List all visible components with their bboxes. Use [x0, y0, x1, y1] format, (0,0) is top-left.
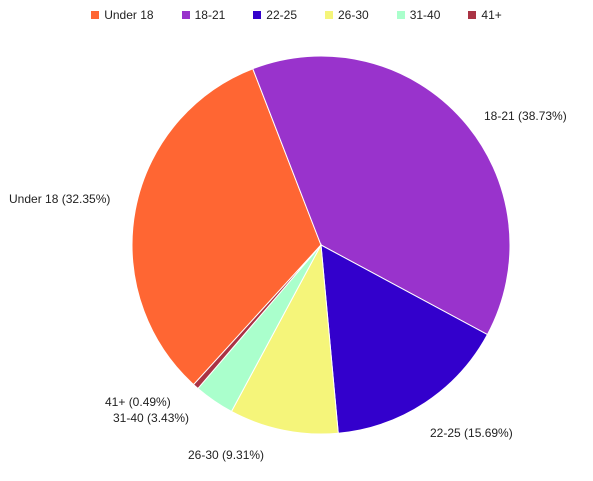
- legend-label: 18-21: [194, 8, 226, 22]
- slice-data-label: 26-30 (9.31%): [188, 448, 264, 462]
- legend-swatch: [468, 11, 477, 19]
- legend-label: 41+: [481, 8, 502, 22]
- pie-slice-26-30[interactable]: [230, 243, 339, 435]
- pie-slice-22-25[interactable]: [320, 244, 489, 434]
- legend-label: Under 18: [104, 8, 154, 22]
- legend-item[interactable]: 26-30: [325, 8, 369, 22]
- legend-label: 31-40: [409, 8, 441, 22]
- slice-data-label: 31-40 (3.43%): [113, 411, 189, 425]
- legend-swatch: [325, 11, 333, 19]
- legend-item[interactable]: 22-25: [253, 8, 297, 22]
- legend-label: 26-30: [338, 8, 369, 22]
- legend-swatch: [396, 11, 405, 19]
- legend-label: 22-25: [266, 8, 297, 22]
- legend-item[interactable]: 18-21: [181, 8, 226, 22]
- pie-slice-41-[interactable]: [192, 244, 322, 390]
- legend-item[interactable]: 31-40: [396, 8, 441, 22]
- pie-slice-18-21[interactable]: [252, 55, 511, 336]
- legend-swatch: [253, 11, 262, 19]
- legend-item[interactable]: Under 18: [91, 8, 154, 22]
- legend-swatch: [91, 11, 100, 19]
- chart-legend: Under 18 18-21 22-25 26-30 31-40 41+: [0, 8, 593, 22]
- slice-data-label: 22-25 (15.69%): [430, 426, 513, 440]
- legend-item[interactable]: 41+: [468, 8, 502, 22]
- slice-data-label: 41+ (0.49%): [105, 395, 171, 409]
- slice-data-label: Under 18 (32.35%): [9, 192, 110, 206]
- legend-swatch: [181, 11, 190, 19]
- pie-slice-under-18[interactable]: [131, 68, 322, 386]
- slice-data-label: 18-21 (38.73%): [484, 109, 567, 123]
